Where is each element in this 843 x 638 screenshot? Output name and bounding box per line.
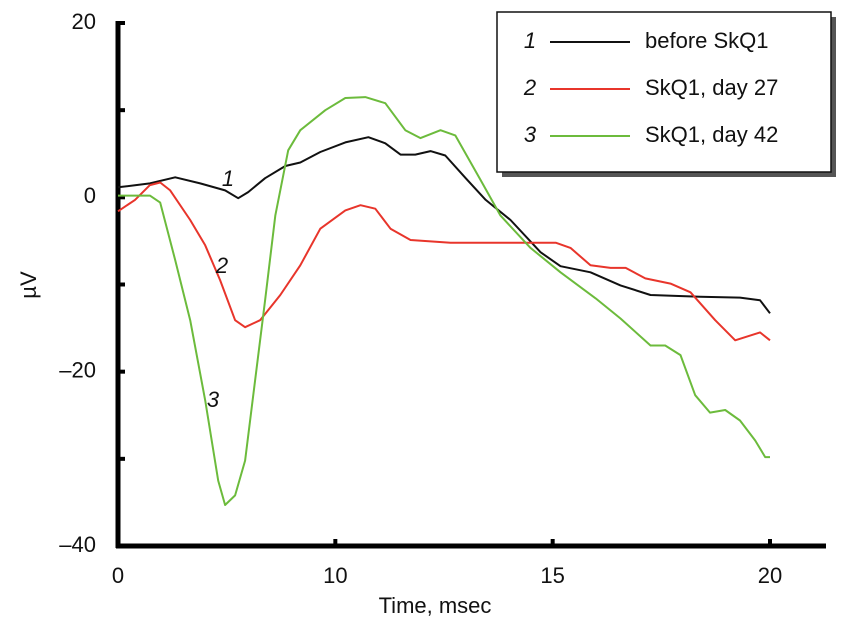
x-tick-label: 15 [540, 563, 564, 588]
curve-label: 3 [207, 387, 220, 412]
legend-label: SkQ1, day 27 [645, 75, 778, 100]
legend-number: 2 [523, 75, 536, 100]
legend-label: SkQ1, day 42 [645, 122, 778, 147]
legend-number: 1 [524, 28, 536, 53]
y-axis-label: µV [16, 271, 41, 299]
y-tick-label: –40 [59, 532, 96, 557]
legend-number: 3 [524, 122, 537, 147]
x-tick-label: 0 [112, 563, 124, 588]
curve-label: 2 [215, 253, 228, 278]
x-tick-label: 20 [758, 563, 782, 588]
series-line [117, 181, 771, 342]
x-axis-label: Time, msec [379, 593, 492, 618]
curve-label: 1 [222, 166, 234, 191]
legend-box [496, 11, 832, 173]
series-line [117, 136, 771, 314]
series-line [118, 96, 770, 506]
x-tick-label: 10 [323, 563, 347, 588]
y-tick-label: 0 [84, 183, 96, 208]
legend-label: before SkQ1 [645, 28, 769, 53]
legend: 1 before SkQ1 2 SkQ1, day 27 3 SkQ1, day 42 [496, 11, 836, 177]
y-tick-label: –20 [59, 357, 96, 382]
y-tick-label: 20 [72, 9, 96, 34]
